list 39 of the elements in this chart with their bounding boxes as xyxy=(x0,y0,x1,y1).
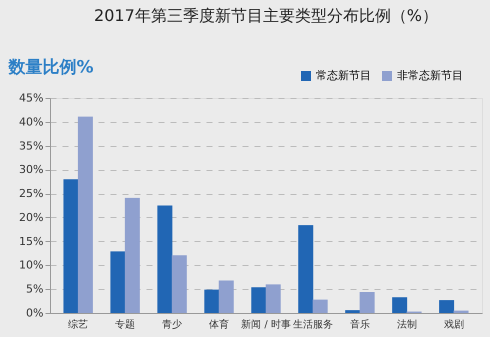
bar xyxy=(360,292,375,313)
y-tick-label: 20% xyxy=(19,210,44,224)
y-tick-label: 45% xyxy=(19,92,44,104)
bar xyxy=(157,206,172,313)
bar xyxy=(110,251,126,313)
y-axis-title: 数量比例% xyxy=(8,58,94,78)
y-tick-label: 40% xyxy=(19,115,44,128)
bar xyxy=(124,198,140,313)
y-tick-label: 0% xyxy=(26,306,44,320)
bar xyxy=(78,116,93,313)
x-tick-label: 综艺 xyxy=(68,318,88,330)
bar xyxy=(204,290,220,313)
x-tick-label: 戏剧 xyxy=(444,318,464,330)
x-tick-label: 法制 xyxy=(396,318,417,330)
y-tick-label: 5% xyxy=(26,282,44,296)
bar xyxy=(312,300,328,313)
legend-label: 常态新节目 xyxy=(316,69,371,82)
bar xyxy=(266,284,281,313)
x-tick-label: 青少 xyxy=(162,318,182,330)
chart-title: 2017年第三季度新节目主要类型分布比例（%） xyxy=(94,6,438,25)
bar xyxy=(172,255,187,313)
x-tick-label: 音乐 xyxy=(350,318,370,330)
legend-label: 非常态新节目 xyxy=(397,69,463,82)
x-tick-label: 生活服务 xyxy=(292,318,333,330)
bar xyxy=(218,280,234,313)
bar xyxy=(345,310,360,313)
y-tick-label: 30% xyxy=(19,163,44,176)
y-tick-label: 10% xyxy=(19,258,44,272)
bar xyxy=(439,300,454,313)
bar xyxy=(392,297,408,313)
y-tick-label: 15% xyxy=(19,234,44,248)
bar xyxy=(63,179,78,313)
bar xyxy=(251,287,266,313)
bar xyxy=(298,225,314,313)
y-tick-label: 35% xyxy=(19,139,44,152)
y-tick-label: 25% xyxy=(19,187,44,200)
x-tick-label: 体育 xyxy=(209,318,230,330)
x-tick-label: 专题 xyxy=(115,318,136,330)
x-tick-label: 新闻 / 时事 xyxy=(241,318,291,330)
